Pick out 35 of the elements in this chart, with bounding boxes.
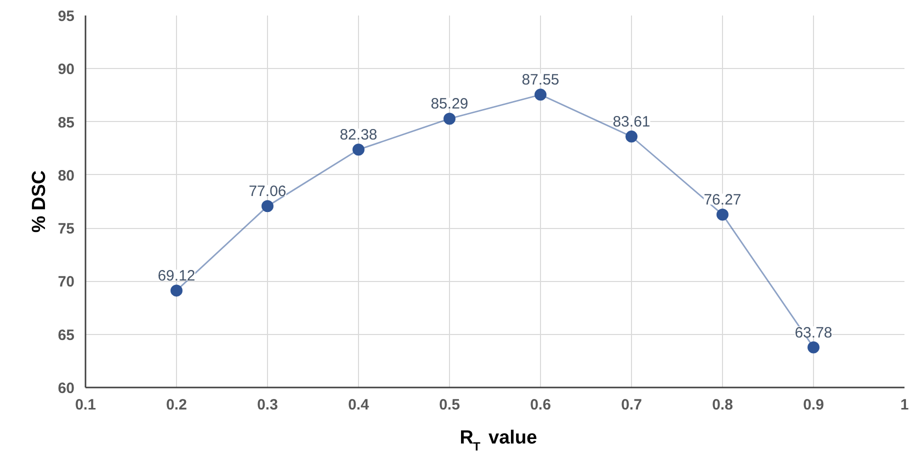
data-label: 76.27 bbox=[704, 192, 742, 209]
x-tick-label: 0.3 bbox=[257, 396, 278, 414]
point bbox=[716, 208, 728, 221]
y-tick-label: 90 bbox=[58, 61, 75, 78]
x-tick-label: 0.4 bbox=[348, 396, 370, 414]
point bbox=[626, 130, 638, 143]
x-tick-label: 0.9 bbox=[803, 396, 824, 414]
y-axis-title: % DSC bbox=[28, 170, 50, 233]
point bbox=[352, 144, 364, 156]
point bbox=[262, 200, 274, 212]
x-tick-label: 0.5 bbox=[439, 396, 460, 414]
data-label: 77.06 bbox=[248, 183, 286, 200]
y-tick-label: 95 bbox=[58, 8, 75, 25]
y-tick-label: 65 bbox=[58, 326, 75, 344]
x-tick-label: 0.1 bbox=[75, 396, 96, 414]
x-tick-label: 0.6 bbox=[530, 396, 551, 414]
point bbox=[534, 88, 546, 101]
y-tick-label: 70 bbox=[58, 274, 75, 291]
data-label: 85.29 bbox=[430, 96, 468, 113]
y-tick-label: 85 bbox=[58, 114, 75, 132]
y-tick-label: 80 bbox=[58, 167, 75, 184]
y-tick-label: 75 bbox=[58, 220, 75, 238]
x-tick-label: 0.2 bbox=[166, 396, 187, 414]
x-tick-label: 0.8 bbox=[712, 396, 733, 414]
point bbox=[170, 284, 182, 297]
point bbox=[444, 112, 456, 125]
x-tick-label: 0.7 bbox=[621, 396, 642, 414]
data-label: 82.38 bbox=[340, 126, 378, 144]
point bbox=[808, 341, 820, 354]
data-label: 87.55 bbox=[522, 72, 560, 89]
x-tick-label: 1 bbox=[900, 396, 909, 414]
y-tick-label: 60 bbox=[58, 380, 75, 397]
data-label: 83.61 bbox=[612, 114, 650, 131]
data-label: 69.12 bbox=[158, 268, 196, 285]
data-label: 63.78 bbox=[794, 324, 832, 342]
